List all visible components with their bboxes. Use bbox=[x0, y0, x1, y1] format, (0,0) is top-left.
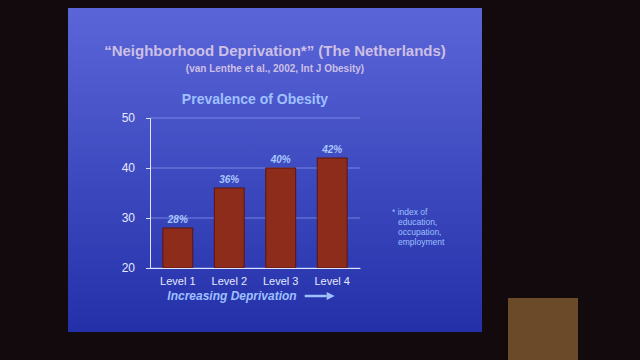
x-tick: Level 3 bbox=[263, 275, 298, 287]
bar bbox=[317, 158, 347, 268]
x-tick: Level 2 bbox=[212, 275, 247, 287]
x-tick-label: Level 3 bbox=[263, 275, 298, 287]
data-label: 42% bbox=[321, 144, 342, 155]
y-tick-label: 50 bbox=[122, 111, 136, 125]
y-tick-label: 40 bbox=[122, 161, 136, 175]
y-axis-line bbox=[146, 119, 151, 269]
y-axis: 20 30 40 50 bbox=[122, 111, 151, 275]
arrow-shaft bbox=[305, 295, 327, 298]
subtitle: (van Lenthe et al., 2002, Int J Obesity) bbox=[186, 63, 364, 74]
y-tick-mark bbox=[146, 268, 150, 269]
data-label: 28% bbox=[167, 214, 188, 225]
annotation-line: education, bbox=[398, 217, 437, 227]
y-tick: 20 bbox=[122, 261, 150, 275]
room bbox=[0, 0, 640, 360]
y-tick: 50 bbox=[122, 111, 150, 125]
data-label: 36% bbox=[219, 174, 239, 185]
x-axis: Level 1 Level 2 Level 3 Level 4 bbox=[151, 269, 361, 288]
x-tick-label: Level 2 bbox=[212, 275, 247, 287]
x-tick: Level 1 bbox=[160, 275, 195, 287]
x-tick-label: Level 4 bbox=[314, 275, 349, 287]
grid-line bbox=[150, 118, 360, 119]
y-tick-mark bbox=[146, 168, 150, 169]
x-axis-line bbox=[151, 268, 361, 269]
grid bbox=[150, 118, 360, 268]
bar bbox=[214, 188, 244, 268]
chart-title: Prevalence of Obesity bbox=[182, 91, 329, 107]
y-tick-mark bbox=[146, 218, 150, 219]
y-tick: 30 bbox=[122, 211, 150, 225]
annotation-line: employment bbox=[398, 237, 445, 247]
annotation-line: occupation, bbox=[398, 227, 441, 237]
y-tick-mark bbox=[146, 118, 150, 119]
title: “Neighborhood Deprivation*” (The Netherl… bbox=[104, 42, 446, 59]
bar bbox=[163, 228, 193, 268]
lectern bbox=[508, 298, 578, 360]
slide bbox=[68, 8, 482, 332]
x-tick: Level 4 bbox=[314, 275, 349, 287]
bars bbox=[163, 158, 347, 268]
x-tick-label: Level 1 bbox=[160, 275, 195, 287]
annotation-line: * index of bbox=[392, 207, 428, 217]
data-label: 40% bbox=[270, 154, 291, 165]
arrow-head bbox=[327, 292, 335, 300]
bar bbox=[266, 168, 296, 268]
y-tick-label: 20 bbox=[122, 261, 136, 275]
x-label: Increasing Deprivation bbox=[167, 289, 296, 303]
y-tick-label: 30 bbox=[122, 211, 136, 225]
annotation: * index ofeducation,occupation,employmen… bbox=[392, 207, 445, 247]
y-tick: 40 bbox=[122, 161, 150, 175]
chart: “Neighborhood Deprivation*” (The Netherl… bbox=[0, 0, 640, 360]
